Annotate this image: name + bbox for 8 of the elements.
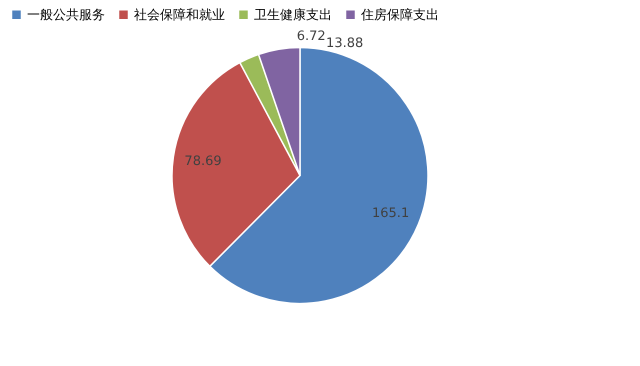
data-label: 78.69 [184, 154, 222, 170]
legend-label: 卫生健康支出 [254, 8, 332, 23]
data-label: 6.72 [296, 28, 326, 44]
data-label: 13.88 [326, 36, 364, 51]
legend-label: 一般公共服务 [27, 8, 105, 23]
legend-label: 住房保障支出 [360, 6, 439, 23]
data-label: 165.1 [372, 206, 410, 221]
legend-label: 社会保障和就业 [134, 8, 225, 23]
